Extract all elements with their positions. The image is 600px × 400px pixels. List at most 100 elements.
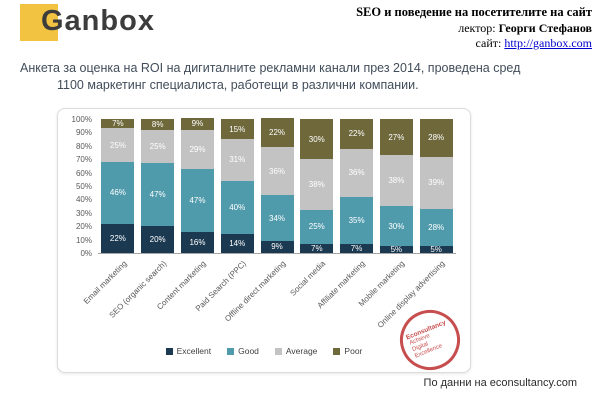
bar-slot: 7% 25% 46% 22%	[98, 119, 138, 253]
bar-segment-poor: 22%	[260, 117, 294, 148]
segment-value-label: 29%	[189, 144, 206, 154]
bar-slot: 15% 31% 40% 14%	[217, 119, 257, 253]
bar-segment-average: 25%	[101, 128, 135, 162]
bar-segment-average: 38%	[379, 155, 413, 207]
segment-value-label: 5%	[430, 245, 442, 255]
y-tick-label: 40%	[75, 195, 92, 205]
segment-value-label: 39%	[428, 178, 445, 188]
segment-value-label: 47%	[149, 190, 166, 200]
y-tick-label: 20%	[75, 222, 92, 232]
y-tick-label: 50%	[75, 182, 92, 191]
bar-segment-average: 36%	[260, 147, 294, 196]
stacked-bar: 7% 25% 46% 22%	[101, 119, 135, 253]
segment-value-label: 28%	[428, 133, 445, 143]
segment-value-label: 20%	[149, 235, 166, 245]
segment-value-label: 31%	[229, 155, 246, 165]
bar-segment-excellent: 7%	[340, 243, 374, 253]
legend-label: Good	[238, 346, 259, 356]
intro-line-2: 1100 маркетинг специалиста, работещи в р…	[57, 77, 419, 92]
bar-segment-excellent: 14%	[220, 234, 254, 253]
y-tick-label: 70%	[75, 155, 92, 165]
segment-value-label: 36%	[348, 168, 365, 178]
stacked-bar: 22% 36% 34% 9%	[260, 117, 294, 253]
segment-value-label: 16%	[189, 237, 206, 247]
segment-value-label: 22%	[269, 127, 286, 137]
legend-swatch	[274, 347, 282, 355]
bar-segment-good: 34%	[260, 195, 294, 241]
segment-value-label: 30%	[388, 221, 405, 231]
stacked-bar: 27% 38% 30% 5%	[379, 119, 413, 254]
bar-slot: 30% 38% 25% 7%	[297, 119, 337, 253]
segment-value-label: 30%	[308, 134, 325, 144]
bar-segment-poor: 28%	[419, 119, 453, 157]
segment-value-label: 38%	[388, 176, 405, 186]
bar-segment-average: 39%	[419, 156, 453, 209]
stacked-bar: 28% 39% 28% 5%	[419, 119, 453, 255]
segment-value-label: 36%	[269, 166, 286, 176]
y-tick-label: 90%	[75, 128, 92, 138]
course-title: SEO и поведение на посетителите на сайт	[356, 5, 592, 19]
segment-value-label: 14%	[229, 239, 246, 249]
legend-item-good: Good	[227, 346, 259, 356]
bar-slot: 27% 38% 30% 5%	[376, 119, 416, 254]
bar-segment-average: 29%	[180, 129, 214, 169]
chart-card: 100% 90% 80% 70% 60% 50% 40% 30% 20% 10% 0% 7% 25% 4…	[57, 108, 471, 380]
bar-segment-poor: 27%	[379, 119, 413, 156]
bar-segment-good: 30%	[379, 206, 413, 247]
bar-segment-excellent: 5%	[419, 245, 453, 255]
intro-text: Анкета за оценка на ROI на дигиталните р…	[20, 60, 580, 94]
segment-value-label: 28%	[428, 223, 445, 233]
y-tick-label: 30%	[75, 208, 92, 218]
segment-value-label: 35%	[348, 215, 365, 225]
bar-segment-good: 25%	[300, 210, 334, 244]
legend-swatch	[333, 347, 341, 355]
site-link[interactable]: http://ganbox.com	[504, 35, 592, 50]
bar-segment-good: 28%	[419, 208, 453, 247]
logo-text: Ganbox	[41, 5, 155, 37]
econsultancy-stamp: Econsultancy Achieve Digital Excellence	[390, 300, 470, 380]
stacked-bar: 8% 25% 47% 20%	[141, 119, 175, 253]
y-tick-label: 0%	[80, 249, 92, 258]
segment-value-label: 27%	[388, 132, 405, 142]
bar-segment-excellent: 7%	[300, 243, 334, 253]
bar-segment-poor: 22%	[340, 119, 374, 149]
site-label: сайт:	[475, 35, 505, 50]
header-info: SEO и поведение на посетителите на сайт …	[356, 5, 592, 51]
category-label: Social media	[288, 259, 328, 298]
bar-slot: 22% 36% 35% 7%	[337, 119, 377, 253]
y-tick-label: 100%	[71, 115, 92, 124]
segment-value-label: 7%	[350, 243, 363, 253]
intro-line-1: Анкета за оценка на ROI на дигиталните р…	[20, 61, 521, 75]
segment-value-label: 7%	[112, 119, 124, 129]
bar-segment-poor: 7%	[101, 119, 135, 129]
segment-value-label: 9%	[271, 242, 283, 252]
bar-segment-good: 47%	[141, 163, 175, 227]
lecturer-label: лектор:	[458, 20, 499, 35]
legend-label: Excellent	[176, 346, 212, 356]
legend-swatch	[165, 347, 173, 355]
segment-value-label: 7%	[311, 243, 323, 253]
bar-slot: 8% 25% 47% 20%	[138, 119, 178, 253]
legend-item-poor: Poor	[333, 346, 362, 356]
segment-value-label: 25%	[149, 141, 166, 151]
bar-segment-good: 40%	[220, 180, 254, 235]
bar-segment-good: 46%	[101, 161, 135, 224]
segment-value-label: 46%	[109, 188, 126, 198]
segment-value-label: 38%	[308, 180, 325, 190]
y-axis: 100% 90% 80% 70% 60% 50% 40% 30% 20% 10% 0%	[58, 109, 94, 372]
stacked-bar: 15% 31% 40% 14%	[220, 119, 254, 253]
legend-swatch	[227, 347, 235, 355]
data-source: По данни на econsultancy.com	[423, 377, 577, 389]
bar-segment-good: 47%	[180, 168, 214, 232]
bar-slot: 28% 39% 28% 5%	[416, 119, 456, 255]
legend-item-average: Average	[274, 346, 317, 356]
bar-segment-excellent: 22%	[101, 223, 135, 253]
chart-legend: Excellent Good Average Poor	[58, 346, 470, 356]
bar-segment-average: 25%	[141, 129, 175, 164]
legend-item-excellent: Excellent	[165, 346, 212, 356]
bar-segment-excellent: 5%	[379, 246, 413, 254]
stacked-bar: 22% 36% 35% 7%	[340, 119, 374, 253]
bar-segment-good: 35%	[340, 196, 374, 244]
bar-slot: 9% 29% 47% 16%	[178, 117, 218, 253]
stacked-bar: 9% 29% 47% 16%	[180, 117, 214, 253]
